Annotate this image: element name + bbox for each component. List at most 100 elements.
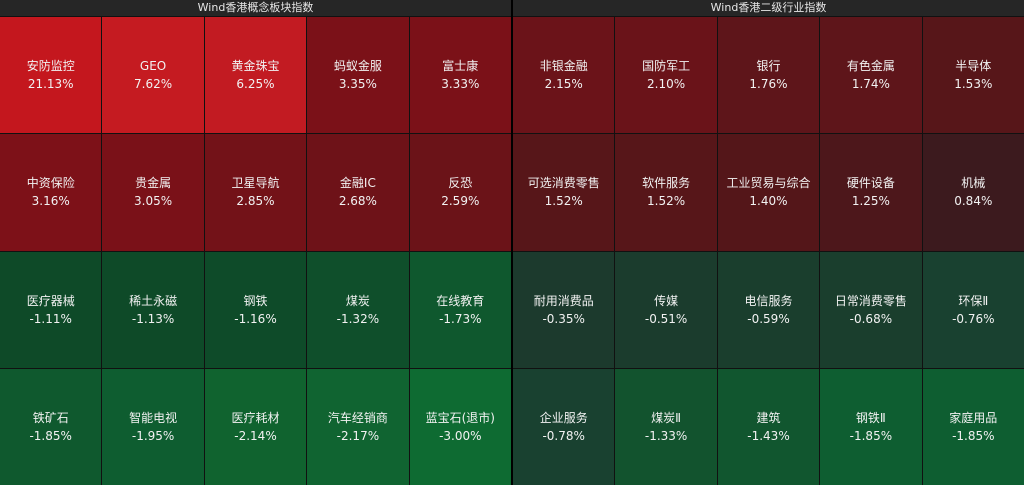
tile-change: -1.32%	[336, 311, 380, 326]
tile-change: 1.52%	[544, 194, 583, 209]
tile[interactable]: 软件服务 1.52%	[615, 134, 717, 251]
tile[interactable]: 钢铁 -1.16%	[204, 251, 307, 368]
tile[interactable]: 硬件设备 1.25%	[820, 134, 922, 251]
tile[interactable]: 中资保险 3.16%	[0, 134, 102, 251]
tile[interactable]: 煤炭Ⅱ -1.33%	[615, 368, 717, 485]
tile[interactable]: 钢铁Ⅱ -1.85%	[820, 368, 922, 485]
tile[interactable]: 在线教育 -1.73%	[409, 251, 511, 368]
tile[interactable]: 可选消费零售 1.52%	[513, 134, 615, 251]
tile-name: 非银金融	[539, 59, 588, 74]
tile-name: 国防军工	[642, 59, 691, 74]
tile-name: 反恐	[448, 176, 473, 191]
tile[interactable]: 贵金属 3.05%	[102, 134, 204, 251]
tile-name: 半导体	[955, 59, 992, 74]
tile-change: 0.84%	[954, 194, 993, 209]
tile[interactable]: 银行 1.76%	[717, 17, 820, 134]
panel-title: Wind香港概念板块指数	[0, 0, 511, 16]
tile[interactable]: 黄金珠宝 6.25%	[204, 17, 307, 134]
tile-change: -2.17%	[336, 428, 380, 443]
tile-name: 可选消费零售	[527, 176, 600, 191]
tile[interactable]: 智能电视 -1.95%	[102, 368, 204, 485]
tile-name: 煤炭Ⅱ	[651, 410, 682, 425]
tile-change: 1.74%	[851, 77, 890, 92]
tile-name: 耐用消费品	[533, 293, 594, 308]
tile-name: 铁矿石	[32, 410, 69, 425]
tile[interactable]: 建筑 -1.43%	[717, 368, 820, 485]
tile[interactable]: 富士康 3.33%	[409, 17, 511, 134]
tile[interactable]: 日常消费零售 -0.68%	[820, 251, 922, 368]
tile-name: 医疗器械	[26, 293, 75, 308]
tile[interactable]: 半导体 1.53%	[922, 17, 1024, 134]
tile[interactable]: 机械 0.84%	[922, 134, 1024, 251]
tile-change: -0.35%	[542, 311, 585, 326]
tile[interactable]: 环保Ⅱ -0.76%	[922, 251, 1024, 368]
tile-change: 3.33%	[441, 77, 480, 92]
tile[interactable]: 稀土永磁 -1.13%	[102, 251, 204, 368]
tile-name: 传媒	[654, 293, 679, 308]
tile-change: 3.35%	[338, 77, 377, 92]
tile[interactable]: 蚂蚁金服 3.35%	[307, 17, 409, 134]
tile-change: 3.05%	[134, 194, 173, 209]
tile-name: 贵金属	[135, 176, 172, 191]
tile-name: GEO	[139, 59, 167, 74]
tile-name: 智能电视	[129, 410, 178, 425]
tile-change: 1.52%	[647, 194, 686, 209]
tile-name: 在线教育	[436, 293, 485, 308]
tile-change: 2.85%	[236, 194, 275, 209]
tile[interactable]: 传媒 -0.51%	[615, 251, 717, 368]
tile-name: 稀土永磁	[129, 293, 178, 308]
tile[interactable]: 蓝宝石(退市) -3.00%	[409, 368, 511, 485]
tile[interactable]: 电信服务 -0.59%	[717, 251, 820, 368]
tile-change: -1.85%	[849, 428, 893, 443]
tile[interactable]: 有色金属 1.74%	[820, 17, 922, 134]
tile-name: 家庭用品	[949, 410, 998, 425]
tile[interactable]: 医疗器械 -1.11%	[0, 251, 102, 368]
tile[interactable]: 医疗耗材 -2.14%	[204, 368, 307, 485]
tile[interactable]: 煤炭 -1.32%	[307, 251, 409, 368]
tile[interactable]: GEO 7.62%	[102, 17, 204, 134]
tile-name: 钢铁	[243, 293, 268, 308]
tile[interactable]: 非银金融 2.15%	[513, 17, 615, 134]
tile-grid: 非银金融 2.15% 国防军工 2.10% 银行 1.76% 有色金属 1.74% 半导体 1.5…	[513, 16, 1024, 485]
tile[interactable]: 汽车经销商 -2.17%	[307, 368, 409, 485]
tile-change: -0.76%	[952, 311, 995, 326]
tile[interactable]: 反恐 2.59%	[409, 134, 511, 251]
tile[interactable]: 家庭用品 -1.85%	[922, 368, 1024, 485]
tile-name: 有色金属	[846, 59, 895, 74]
tile-name: 软件服务	[642, 176, 691, 191]
tile-name: 电信服务	[744, 293, 793, 308]
tile-name: 金融IC	[339, 176, 376, 191]
tile-change: 3.16%	[31, 194, 70, 209]
tile-name: 中资保险	[26, 176, 75, 191]
tile-name: 钢铁Ⅱ	[855, 410, 886, 425]
tile-change: -1.33%	[644, 428, 688, 443]
tile-name: 安防监控	[26, 59, 75, 74]
panel: Wind香港概念板块指数 安防监控 21.13% GEO 7.62% 黄金珠宝 6.25% 蚂…	[0, 0, 511, 485]
tile-change: 2.15%	[544, 77, 583, 92]
tile-change: -1.95%	[131, 428, 175, 443]
tile[interactable]: 卫星导航 2.85%	[204, 134, 307, 251]
tile[interactable]: 国防军工 2.10%	[615, 17, 717, 134]
tile[interactable]: 工业贸易与综合 1.40%	[717, 134, 820, 251]
tile-name: 机械	[961, 176, 986, 191]
tile-name: 煤炭	[345, 293, 370, 308]
tile-name: 环保Ⅱ	[958, 293, 989, 308]
tile-name: 建筑	[756, 410, 781, 425]
tile-name: 工业贸易与综合	[726, 176, 811, 191]
tile-name: 企业服务	[539, 410, 588, 425]
tile-change: -0.78%	[542, 428, 585, 443]
tile[interactable]: 铁矿石 -1.85%	[0, 368, 102, 485]
tile-change: 1.25%	[851, 194, 890, 209]
tile[interactable]: 金融IC 2.68%	[307, 134, 409, 251]
tile[interactable]: 安防监控 21.13%	[0, 17, 102, 134]
tile-change: -0.51%	[644, 311, 688, 326]
tile-change: -2.14%	[234, 428, 277, 443]
panel: Wind香港二级行业指数 非银金融 2.15% 国防军工 2.10% 银行 1.76% 有色金…	[513, 0, 1024, 485]
tile-name: 蓝宝石(退市)	[425, 410, 495, 425]
tile-change: -1.73%	[439, 311, 482, 326]
tile-name: 黄金珠宝	[231, 59, 280, 74]
tile[interactable]: 企业服务 -0.78%	[513, 368, 615, 485]
tile-name: 日常消费零售	[834, 293, 907, 308]
tile[interactable]: 耐用消费品 -0.35%	[513, 251, 615, 368]
